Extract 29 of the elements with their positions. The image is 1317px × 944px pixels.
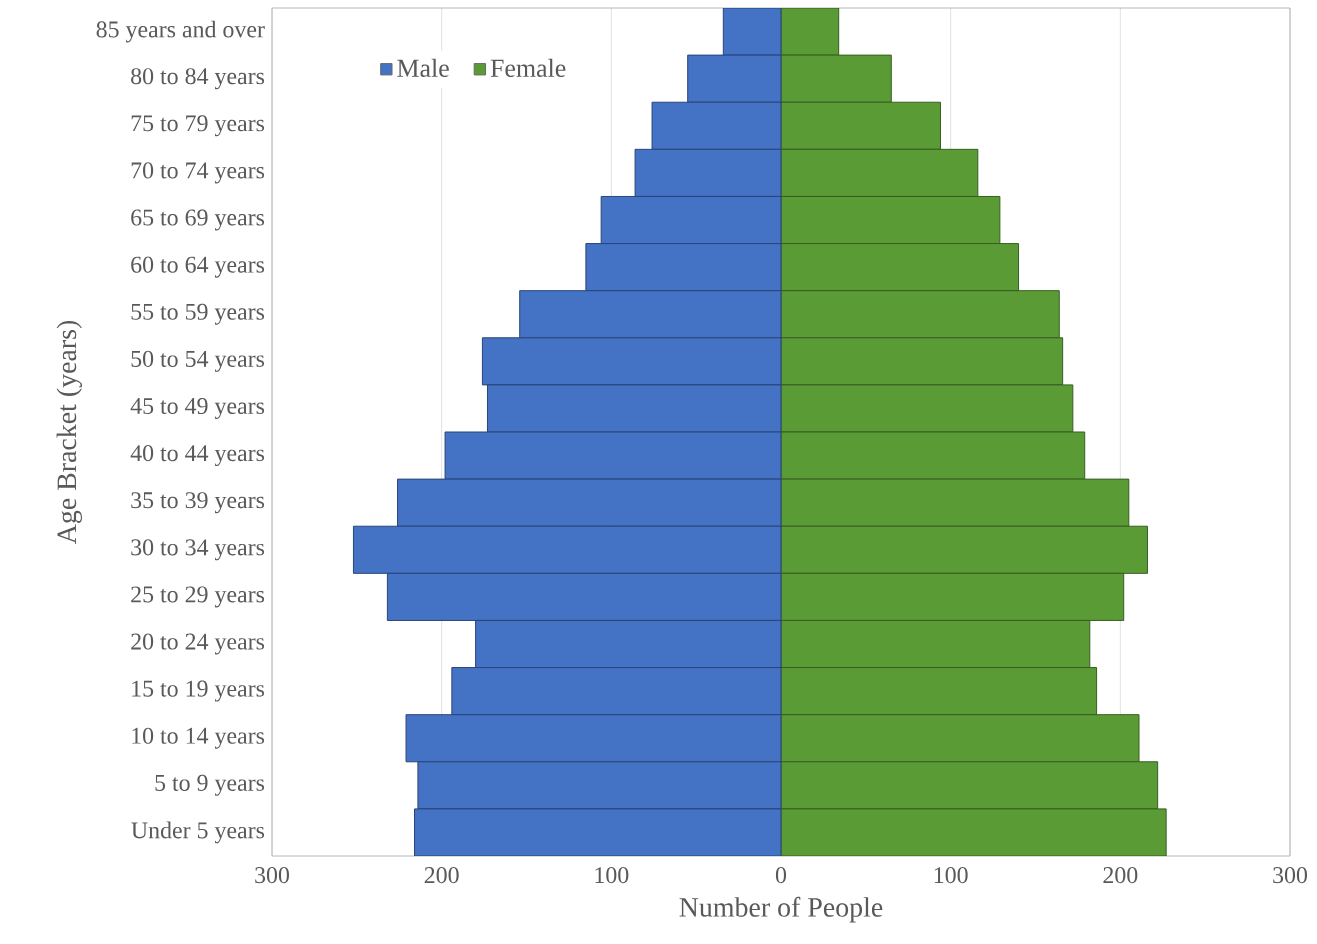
y-tick-label: 25 to 29 years (131, 586, 265, 608)
y-tick-label: 45 to 49 years (130, 397, 265, 419)
x-tick-label: 200 (1103, 867, 1138, 884)
legend-label: Male (397, 58, 449, 77)
y-axis-title: Age Bracket (years) (56, 320, 82, 545)
y-tick-label: 40 to 44 years (130, 445, 265, 467)
x-tick-label: 300 (255, 867, 290, 884)
y-tick-label: 85 years and over (96, 20, 265, 43)
x-axis-title: Number of People (679, 896, 883, 923)
y-tick-label: Under 5 years (131, 821, 265, 844)
y-tick-label: 10 to 14 years (132, 727, 265, 749)
y-tick-label: 60 to 64 years (131, 256, 265, 278)
y-tick-label: 65 to 69 years (131, 209, 265, 231)
x-tick-label: 300 (1273, 867, 1308, 884)
x-tick-label: 100 (595, 867, 629, 884)
x-tick-label: 0 (775, 867, 787, 884)
x-tick-label: 100 (934, 867, 968, 884)
legend-label: Female (490, 58, 566, 77)
y-tick-label: 55 to 59 years (131, 303, 265, 325)
y-tick-label: 75 to 79 years (131, 115, 265, 137)
y-tick-label: 5 to 9 years (155, 774, 265, 796)
y-tick-label: 20 to 24 years (131, 633, 265, 655)
y-tick-label: 70 to 74 years (131, 162, 265, 184)
y-tick-label: 15 to 19 years (132, 680, 265, 702)
y-tick-label: 35 to 39 years (131, 492, 265, 514)
y-tick-label: 50 to 54 years (131, 350, 265, 372)
y-tick-label: 80 to 84 years (131, 68, 265, 90)
y-tick-label: 30 to 34 years (131, 539, 265, 561)
x-tick-label: 200 (424, 867, 459, 884)
